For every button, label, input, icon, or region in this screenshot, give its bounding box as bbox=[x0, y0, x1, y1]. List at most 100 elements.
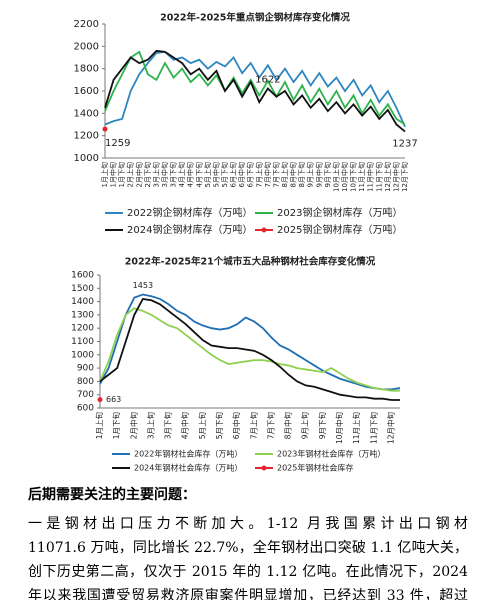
y-tick-label: 1200 bbox=[74, 131, 99, 142]
x-tick-label: 4月中旬 bbox=[186, 162, 195, 187]
y-tick-label: 1100 bbox=[71, 337, 94, 347]
legend-label: 2025钢企钢材库存（万吨） bbox=[277, 223, 402, 236]
x-tick-label: 11月下旬 bbox=[368, 412, 378, 445]
x-tick-label: 12月中旬 bbox=[385, 412, 395, 445]
x-tick-label: 9月下旬 bbox=[317, 412, 327, 440]
x-tick-label: 9月上旬 bbox=[306, 162, 315, 187]
x-tick-label: 2月上旬 bbox=[126, 162, 135, 187]
x-tick-label: 4月下旬 bbox=[194, 162, 203, 187]
series-line bbox=[104, 50, 406, 126]
x-tick-label: 3月下旬 bbox=[169, 162, 178, 187]
y-tick-label: 800 bbox=[77, 377, 94, 387]
paragraph-line: 创下历史第二高，仅次于 2015 年的 1.12 亿吨。在此情况下，2024 bbox=[28, 564, 468, 580]
x-tick-label: 3月下旬 bbox=[163, 412, 173, 440]
series-line bbox=[104, 49, 406, 133]
series-line bbox=[104, 50, 406, 128]
x-tick-label: 10月中旬 bbox=[334, 412, 344, 445]
x-tick-label: 8月上旬 bbox=[280, 162, 289, 187]
point bbox=[102, 126, 108, 132]
x-tick-label: 2月下旬 bbox=[143, 162, 152, 187]
x-tick-label: 12月中旬 bbox=[391, 162, 400, 192]
x-tick-label: 11月中旬 bbox=[366, 162, 375, 192]
legend-label: 2024钢企钢材库存（万吨） bbox=[127, 223, 252, 236]
x-tick-label: 6月上旬 bbox=[229, 162, 238, 187]
x-tick-label: 3月上旬 bbox=[151, 162, 160, 187]
x-tick-label: 7月中旬 bbox=[263, 162, 272, 187]
data-label: 1237 bbox=[392, 139, 417, 150]
legend-label: 2023钢企钢材库存（万吨） bbox=[277, 206, 402, 219]
legend-label: 2023年钢材社会库存（万吨） bbox=[277, 449, 385, 459]
x-tick-label: 3月上旬 bbox=[145, 412, 155, 440]
y-tick-label: 1800 bbox=[74, 64, 99, 75]
x-tick-label: 12月上旬 bbox=[383, 162, 392, 192]
data-label: 663 bbox=[106, 395, 121, 404]
data-label: 1622 bbox=[255, 75, 280, 86]
x-tick-label: 7月上旬 bbox=[254, 162, 263, 187]
paragraph-line: 11071.6 万吨，同比增长 22.7%，全年钢材出口突破 1.1 亿吨大关， bbox=[28, 540, 468, 556]
y-tick-label: 1500 bbox=[71, 284, 94, 294]
chart-title: 2022年-2025年21个城市五大品种钢材社会库存变化情况 bbox=[125, 256, 376, 268]
x-tick-label: 2月中旬 bbox=[128, 412, 138, 440]
y-tick-label: 1000 bbox=[71, 350, 94, 360]
legend-marker bbox=[261, 465, 267, 471]
legend-label: 2022钢企钢材库存（万吨） bbox=[127, 206, 252, 219]
y-tick-label: 2000 bbox=[74, 41, 99, 52]
y-tick-label: 1600 bbox=[74, 86, 99, 97]
chart: 2022年-2025年21个城市五大品种钢材社会库存变化情况 600 700 800 9… bbox=[71, 256, 401, 473]
x-tick-label: 3月中旬 bbox=[160, 162, 169, 187]
x-tick-label: 1月上旬 bbox=[94, 412, 104, 440]
x-tick-label: 8月中旬 bbox=[283, 412, 293, 440]
x-tick-label: 6月下旬 bbox=[246, 162, 255, 187]
y-tick-label: 900 bbox=[77, 364, 94, 374]
chart-title: 2022年-2025年重点钢企钢材库存变化情况 bbox=[160, 12, 350, 24]
x-tick-label: 6月中旬 bbox=[237, 162, 246, 187]
x-tick-label: 4月上旬 bbox=[177, 162, 186, 187]
legend-label: 2025年钢材社会库存 bbox=[277, 463, 353, 473]
x-tick-label: 12月下旬 bbox=[400, 162, 409, 192]
x-tick-label: 8月中旬 bbox=[289, 162, 298, 187]
x-tick-label: 5月下旬 bbox=[214, 412, 224, 440]
x-tick-label: 1月下旬 bbox=[111, 412, 121, 440]
x-tick-label: 2月中旬 bbox=[134, 162, 143, 187]
chart: 2022年-2025年重点钢企钢材库存变化情况 1000 1200 1400 1600 1… bbox=[74, 12, 418, 237]
x-tick-label: 6月中旬 bbox=[231, 412, 241, 440]
x-tick-label: 4月中旬 bbox=[180, 412, 190, 440]
y-tick-label: 1300 bbox=[71, 310, 94, 320]
x-tick-label: 8月下旬 bbox=[297, 162, 306, 187]
x-tick-label: 1月下旬 bbox=[117, 162, 126, 187]
series-line bbox=[99, 307, 400, 392]
x-tick-label: 5月上旬 bbox=[197, 412, 207, 440]
legend-marker bbox=[261, 227, 267, 233]
x-tick-label: 11月上旬 bbox=[357, 162, 366, 192]
y-tick-label: 1400 bbox=[71, 297, 94, 307]
y-tick-label: 2200 bbox=[74, 19, 99, 30]
series-line bbox=[99, 293, 401, 391]
legend-label: 2022年钢材社会库存（万吨） bbox=[134, 449, 242, 459]
x-tick-label: 10月中旬 bbox=[340, 162, 349, 192]
paragraph-line: 一是钢材出口压力不断加大。1-12 月我国累计出口钢材 bbox=[28, 516, 468, 532]
x-tick-label: 7月上旬 bbox=[248, 412, 258, 440]
x-tick-label: 9月下旬 bbox=[323, 162, 332, 187]
x-tick-label: 10月下旬 bbox=[349, 162, 358, 192]
data-label: 1453 bbox=[133, 281, 153, 290]
heading: 后期需要关注的主要问题： bbox=[28, 487, 196, 503]
y-tick-label: 700 bbox=[77, 390, 94, 400]
x-tick-label: 1月中旬 bbox=[109, 162, 118, 187]
legend-label: 2024年钢材社会库存（万吨） bbox=[134, 463, 242, 473]
paragraph-line: 年以来我国遭受贸易救济原审案件明显增加，已经达到 33 件，超过 bbox=[28, 588, 468, 600]
y-tick-label: 1600 bbox=[71, 271, 94, 281]
x-tick-label: 9月中旬 bbox=[314, 162, 323, 187]
x-tick-label: 9月上旬 bbox=[300, 412, 310, 440]
x-tick-label: 5月中旬 bbox=[211, 162, 220, 187]
x-tick-label: 10月上旬 bbox=[331, 162, 340, 192]
x-tick-label: 7月下旬 bbox=[271, 162, 280, 187]
data-label: 1259 bbox=[105, 138, 130, 149]
x-tick-label: 5月下旬 bbox=[220, 162, 229, 187]
x-tick-label: 11月下旬 bbox=[374, 162, 383, 192]
x-tick-label: 11月上旬 bbox=[351, 412, 361, 445]
x-tick-label: 5月上旬 bbox=[203, 162, 212, 187]
series-line bbox=[99, 297, 400, 401]
x-tick-label: 1月上旬 bbox=[100, 162, 109, 187]
y-tick-label: 1400 bbox=[74, 108, 99, 119]
